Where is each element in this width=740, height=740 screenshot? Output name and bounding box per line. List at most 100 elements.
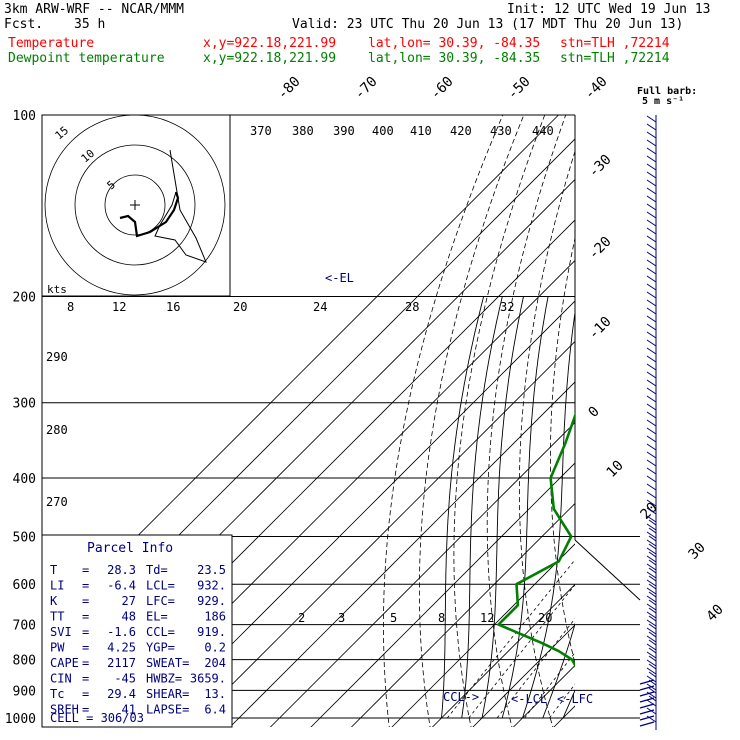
parcel-value: 28.3 [107, 563, 136, 577]
theta-label: 380 [292, 124, 314, 138]
plot-right-slant [574, 539, 641, 601]
dry-adiabat [665, 87, 740, 730]
wind-barb-flag [639, 709, 655, 715]
wind-barb [646, 227, 657, 235]
parcel-key: SWEAT= [146, 656, 189, 670]
parcel-key: K [50, 594, 58, 608]
wind-barb [646, 507, 657, 515]
wind-barb [646, 579, 657, 587]
model-title: 3km ARW-WRF -- NCAR/MMM [4, 2, 185, 17]
parcel-key: HWBZ= [146, 672, 182, 686]
temperature-tick-label: -60 [428, 74, 457, 103]
dry-adiabat [486, 115, 567, 727]
temperature-tick-label: -20 [586, 234, 615, 263]
lcl-marker: <-LCL [511, 692, 547, 706]
hodograph-trace-high [154, 149, 207, 263]
dry-adiabat [453, 115, 546, 727]
parcel-value: 204 [204, 656, 226, 670]
wind-barb [646, 611, 657, 619]
isotherm-line [310, 462, 575, 727]
temperature-tick-label: -10 [586, 314, 615, 343]
parcel-key: T [50, 563, 57, 577]
wind-barb-flag [639, 679, 655, 685]
parcel-key: TT [50, 610, 64, 624]
parcel-value: 23.5 [197, 563, 226, 577]
isotherm-line [269, 421, 575, 727]
wind-barb-flag [639, 715, 655, 721]
parcel-sep: = [82, 579, 89, 593]
wind-barb [648, 615, 657, 622]
dry-adiabat [638, 87, 719, 730]
wind-barb [646, 235, 657, 243]
pressure-tick-label: 200 [13, 291, 36, 306]
wind-barb [648, 663, 657, 670]
parcel-value: -6.4 [107, 579, 136, 593]
wind-barb [648, 575, 657, 582]
temperature-tick-label: 10 [604, 458, 627, 481]
theta-label: 410 [410, 124, 432, 138]
wind-barb-flag [639, 691, 655, 697]
hodograph-ring [104, 174, 166, 236]
theta-label: 400 [372, 124, 394, 138]
pressure-tick-label: 300 [13, 397, 36, 412]
wind-barb [646, 115, 657, 123]
parcel-sep: = [82, 687, 89, 701]
temperature-xy: x,y=922.18,221.99 [203, 36, 337, 51]
isotherm-line [672, 87, 740, 730]
wind-barb [646, 251, 657, 259]
wind-barb [648, 599, 657, 606]
mixing-ratio-label: 8 [67, 300, 74, 314]
wind-barb [646, 539, 657, 547]
valid-time: Valid: 23 UTC Thu 20 Jun 13 (17 MDT Thu … [292, 17, 684, 32]
parcel-sep: = [82, 641, 89, 655]
parcel-value: 4.25 [107, 641, 136, 655]
wind-barb [646, 131, 657, 139]
wind-barb [646, 491, 657, 499]
temperature-latlon: lat,lon= 30.39, -84.35 [368, 36, 541, 51]
parcel-value: 41 [122, 703, 136, 717]
mixing-ratio-label: 24 [313, 300, 327, 314]
wind-barb [646, 435, 657, 443]
mixing-ratio-label: 12 [112, 300, 126, 314]
parcel-key: CCL= [146, 625, 175, 639]
parcel-key: SVI [50, 625, 72, 639]
wind-barb [646, 619, 657, 627]
forecast-label: Fcst. [4, 17, 44, 32]
wind-barb [646, 179, 657, 187]
moist-adiabat [441, 296, 485, 719]
init-time: Init: 12 UTC Wed 19 Jun 13 [507, 2, 711, 17]
pressure-tick-label: 600 [13, 578, 36, 593]
parcel-key: PW [50, 641, 65, 655]
mixing-ratio-line [614, 297, 740, 719]
barb-legend-unit: 5 m s⁻¹ [642, 96, 684, 107]
pressure-tick-label: 700 [13, 619, 36, 634]
wind-barb [648, 687, 657, 694]
parcel-value: 932. [197, 579, 226, 593]
parcel-value: 3659. [190, 672, 226, 686]
wind-barb-flag [639, 721, 655, 727]
parcel-sep: = [82, 594, 89, 608]
dry-adiabat [383, 115, 504, 727]
dry-adiabat [418, 115, 525, 727]
mixing-ratio-line [468, 584, 575, 719]
wind-barb [648, 535, 657, 542]
parcel-info-box [41, 534, 233, 728]
parcel-sep: = [82, 656, 89, 670]
wind-barb [648, 591, 657, 598]
pressure-tick-label: 400 [13, 472, 36, 487]
hodograph-unit-label: kts [47, 283, 67, 296]
wind-barb [646, 339, 657, 347]
mixing-ratio-label: 8 [438, 611, 445, 625]
theta-side-label: 280 [46, 423, 68, 437]
parcel-value: 0.2 [204, 641, 226, 655]
mixing-ratio-label: 16 [166, 300, 180, 314]
isotherm-line [391, 543, 575, 727]
wind-barbs [639, 115, 657, 730]
lfc-marker: <-LFC [557, 692, 593, 706]
dry-adiabat [610, 87, 678, 730]
wind-barb [646, 299, 657, 307]
isotherm-line [229, 381, 575, 727]
wind-barb [648, 567, 657, 574]
mixing-ratio-label: 20 [538, 611, 552, 625]
